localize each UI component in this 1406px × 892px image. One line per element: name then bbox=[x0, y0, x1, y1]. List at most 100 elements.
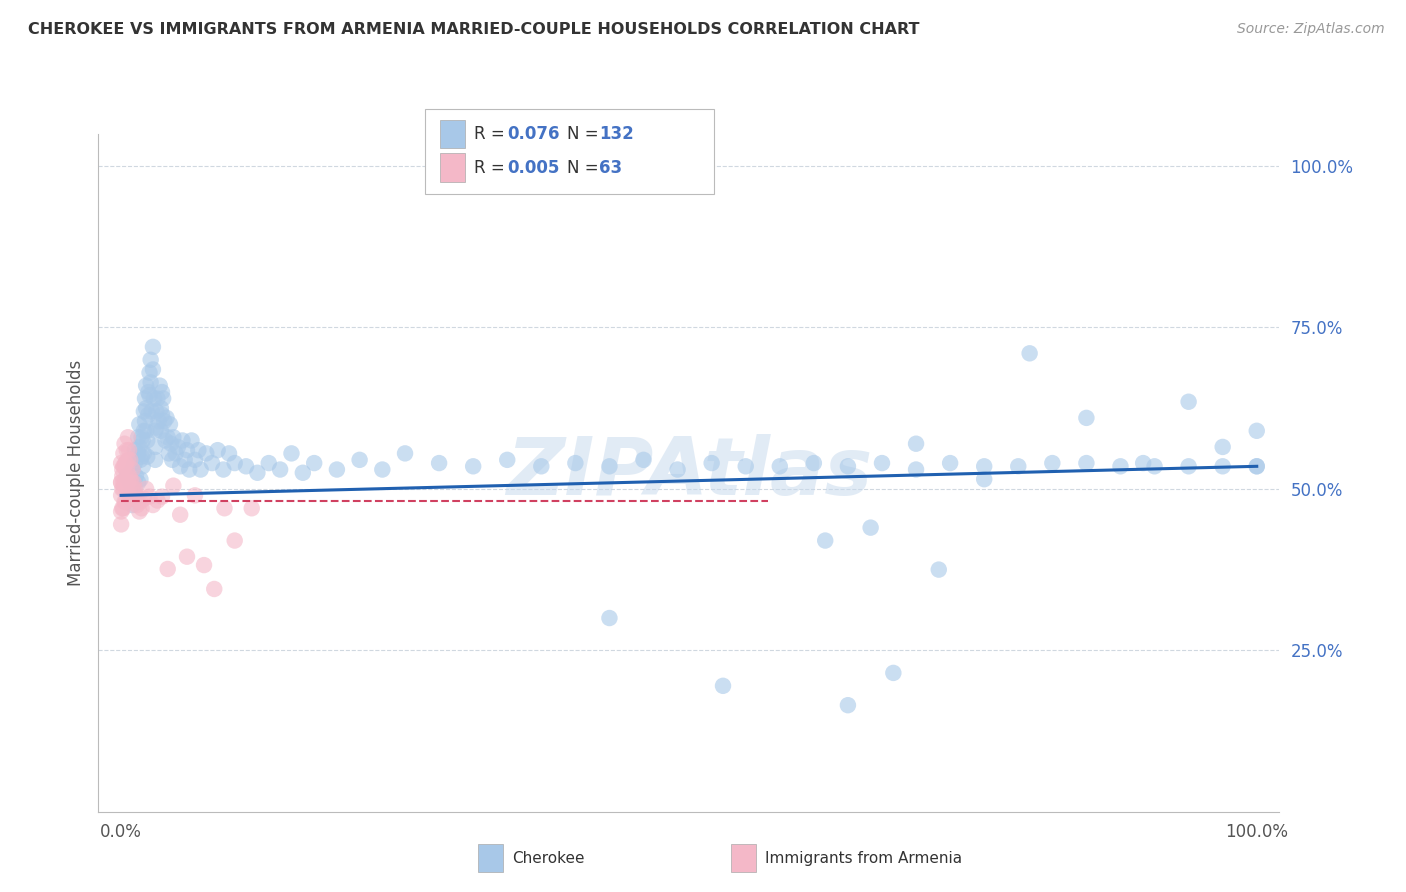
Point bbox=[1109, 459, 1132, 474]
Point bbox=[132, 459, 155, 474]
Point bbox=[110, 517, 132, 532]
Point bbox=[187, 443, 209, 458]
Point bbox=[128, 504, 150, 518]
Point bbox=[165, 446, 187, 460]
Point bbox=[128, 440, 150, 454]
Point bbox=[122, 491, 145, 506]
Point bbox=[136, 434, 159, 448]
Point bbox=[371, 462, 394, 476]
Point bbox=[1212, 440, 1234, 454]
Point bbox=[115, 443, 138, 458]
Point bbox=[135, 378, 157, 392]
Point bbox=[117, 430, 139, 444]
Point bbox=[112, 459, 135, 474]
Point bbox=[162, 430, 184, 444]
Point bbox=[882, 665, 904, 680]
Point bbox=[1177, 394, 1199, 409]
Point bbox=[111, 469, 134, 483]
Point bbox=[291, 466, 314, 480]
Point bbox=[131, 501, 153, 516]
Point bbox=[212, 462, 235, 476]
Point bbox=[859, 521, 882, 535]
Point bbox=[139, 376, 162, 390]
Point bbox=[280, 446, 302, 460]
Point bbox=[148, 414, 170, 428]
Point bbox=[269, 462, 291, 476]
Point bbox=[132, 491, 155, 506]
Point bbox=[110, 488, 132, 502]
Point bbox=[127, 495, 149, 509]
Point bbox=[184, 453, 207, 467]
Point bbox=[114, 456, 136, 470]
Point bbox=[235, 459, 257, 474]
Point bbox=[131, 450, 153, 464]
Point bbox=[1212, 459, 1234, 474]
Point bbox=[1143, 459, 1166, 474]
Point bbox=[149, 378, 172, 392]
Point bbox=[939, 456, 962, 470]
Point bbox=[176, 443, 198, 458]
Point bbox=[117, 453, 139, 467]
Point bbox=[146, 392, 169, 406]
Point bbox=[150, 385, 173, 400]
Point bbox=[135, 401, 157, 416]
Point bbox=[135, 482, 157, 496]
Point bbox=[711, 679, 734, 693]
Point bbox=[121, 462, 143, 476]
Point bbox=[564, 456, 586, 470]
Point bbox=[115, 478, 138, 492]
Point bbox=[598, 459, 620, 474]
Point bbox=[180, 434, 202, 448]
Point bbox=[169, 508, 191, 522]
Point bbox=[142, 340, 165, 354]
Point bbox=[905, 462, 928, 476]
Point bbox=[224, 533, 246, 548]
Point bbox=[1076, 456, 1098, 470]
Point bbox=[207, 443, 229, 458]
Point bbox=[124, 456, 146, 470]
Point bbox=[814, 533, 837, 548]
Point bbox=[1018, 346, 1040, 360]
Point bbox=[150, 408, 173, 422]
Point bbox=[121, 482, 143, 496]
Point bbox=[190, 462, 212, 476]
Text: 0.076: 0.076 bbox=[508, 125, 560, 143]
Point bbox=[132, 434, 155, 448]
Point bbox=[152, 392, 174, 406]
Point bbox=[121, 462, 143, 476]
Point bbox=[326, 462, 349, 476]
Point bbox=[134, 414, 156, 428]
Point bbox=[149, 424, 172, 438]
Point bbox=[1007, 459, 1029, 474]
Point bbox=[156, 430, 179, 444]
Point bbox=[124, 443, 146, 458]
Point bbox=[803, 456, 825, 470]
Point bbox=[125, 488, 148, 502]
Point bbox=[134, 392, 156, 406]
Point bbox=[110, 475, 132, 490]
Point bbox=[129, 472, 152, 486]
Point bbox=[142, 362, 165, 376]
Point bbox=[973, 472, 995, 486]
Point bbox=[118, 469, 141, 483]
Point bbox=[169, 459, 191, 474]
Point bbox=[257, 456, 280, 470]
Point bbox=[127, 446, 149, 460]
Point bbox=[837, 698, 859, 713]
Point bbox=[145, 404, 167, 418]
Point bbox=[162, 478, 184, 492]
Text: Source: ZipAtlas.com: Source: ZipAtlas.com bbox=[1237, 22, 1385, 37]
Point bbox=[120, 475, 142, 490]
Point bbox=[928, 563, 950, 577]
Point bbox=[120, 472, 142, 486]
Point bbox=[143, 392, 166, 406]
Point bbox=[179, 462, 201, 476]
Point bbox=[120, 475, 142, 490]
Point bbox=[125, 488, 148, 502]
Point bbox=[162, 453, 183, 467]
Point bbox=[633, 453, 655, 467]
Text: ZIPAtlas: ZIPAtlas bbox=[506, 434, 872, 512]
Point bbox=[530, 459, 553, 474]
Point bbox=[1132, 456, 1154, 470]
Point bbox=[124, 482, 146, 496]
